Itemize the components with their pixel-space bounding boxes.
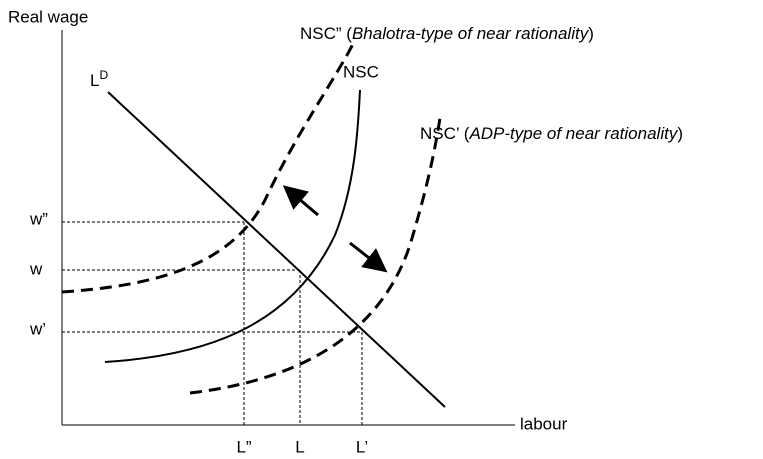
y-tick-label: w” bbox=[29, 209, 48, 228]
nsc-adp-curve bbox=[189, 117, 442, 395]
label-italic: ADP-type of near rationality bbox=[468, 124, 678, 143]
label-superscript: D bbox=[99, 68, 108, 82]
nsc-label: NSC bbox=[343, 62, 379, 81]
nsc-bhalotra-label: NSC” (Bhalotra-type of near rationality) bbox=[300, 24, 594, 43]
label-italic: Bhalotra-type of near rationality bbox=[352, 24, 590, 43]
nsc-curve bbox=[104, 89, 361, 363]
x-axis-label: labour bbox=[520, 414, 568, 433]
label-text: L bbox=[90, 71, 99, 90]
x-tick-label: L bbox=[295, 437, 304, 456]
y-tick-label: w’ bbox=[29, 319, 46, 338]
label-text: ) bbox=[677, 124, 683, 143]
labour-demand-curve bbox=[107, 91, 446, 408]
shift-arrow bbox=[349, 241, 388, 273]
shift-arrow bbox=[282, 185, 319, 217]
y-axis-label: Real wage bbox=[8, 7, 88, 26]
label-text: ) bbox=[588, 24, 594, 43]
y-tick-label: w bbox=[29, 259, 43, 278]
nsc-bhalotra-curve bbox=[61, 39, 357, 294]
x-tick-label: L” bbox=[236, 437, 251, 456]
nsc-adp-label: NSC’ (ADP-type of near rationality) bbox=[420, 124, 683, 143]
x-tick-label: L’ bbox=[356, 437, 368, 456]
label-text: NSC” ( bbox=[300, 24, 352, 43]
labour-demand-label: LD bbox=[90, 68, 108, 90]
label-text: NSC’ ( bbox=[420, 124, 470, 143]
